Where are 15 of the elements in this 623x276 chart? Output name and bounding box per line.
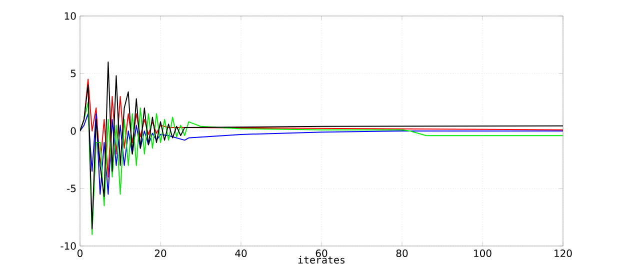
line-series <box>80 113 564 195</box>
x-tick-label: 120 <box>554 250 572 258</box>
x-tick-label: 40 <box>235 250 247 258</box>
line-series <box>80 61 564 230</box>
x-axis-title: iterates <box>298 256 345 264</box>
y-tick-label: -5 <box>67 184 76 192</box>
y-tick-label: -10 <box>60 242 76 250</box>
y-tick-label: 10 <box>64 12 76 20</box>
y-tick-label: 5 <box>70 70 76 78</box>
x-tick-label: 20 <box>154 250 166 258</box>
x-tick-label: 0 <box>77 250 83 258</box>
x-tick-label: 80 <box>396 250 408 258</box>
x-tick-label: 60 <box>316 250 328 258</box>
y-tick-label: 0 <box>70 127 76 135</box>
x-tick-label: 100 <box>474 250 492 258</box>
